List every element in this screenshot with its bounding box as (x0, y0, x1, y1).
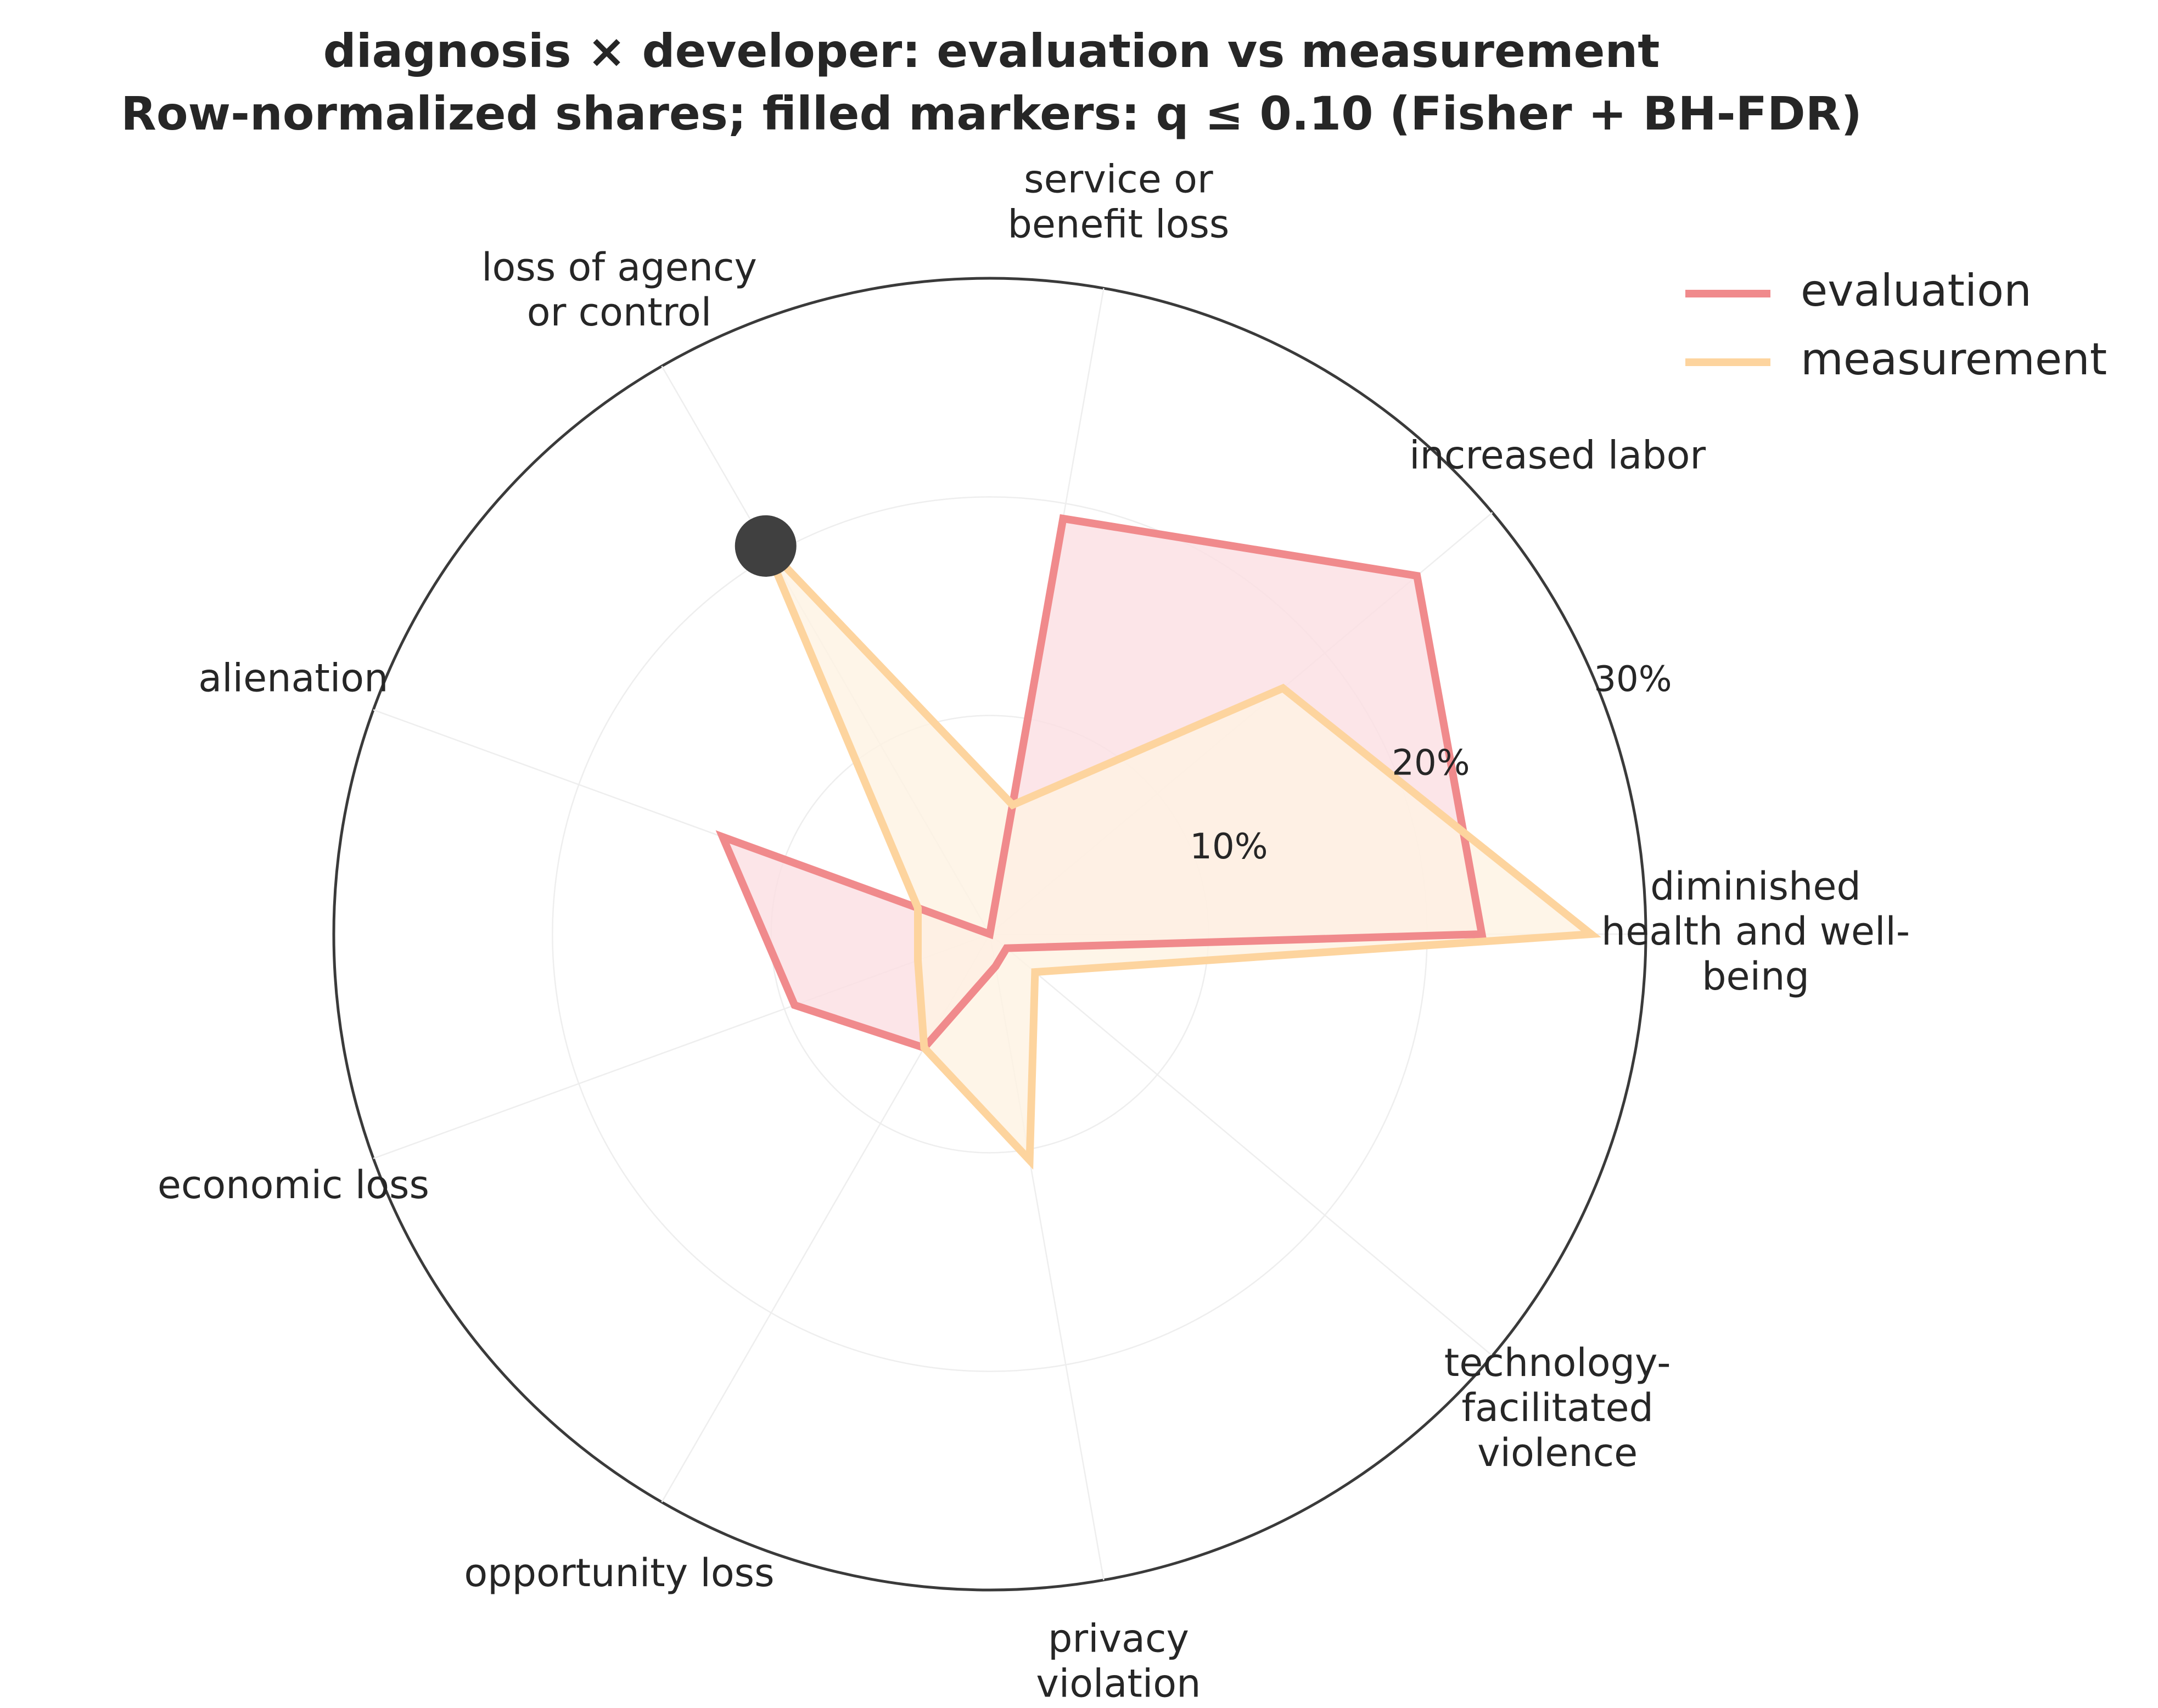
data-point-evaluation-technology-facilitated-violence (1005, 946, 1008, 950)
data-point-evaluation-alienation (721, 835, 725, 839)
axis-label-line: diminished (1650, 864, 1861, 909)
data-point-evaluation-privacy-violation (994, 964, 997, 968)
data-point-evaluation-economic-loss (793, 1003, 797, 1007)
radial-tick-labels: 10% 20% 30% (1190, 659, 1672, 867)
significance-marker-measurement-loss-of-agency-or-control (735, 515, 797, 577)
chart-subtitle: Row-normalized shares; filled markers: q… (121, 87, 1862, 141)
data-point-evaluation-diminished-health-and-well-being (1480, 932, 1484, 936)
tick-label-30: 30% (1594, 659, 1672, 700)
axis-label-line: loss of agency (481, 245, 757, 290)
axis-label-economic-loss: economic loss (158, 1162, 429, 1207)
data-point-evaluation-service-or-benefit-loss (1061, 516, 1065, 520)
series-layer (715, 514, 1601, 1170)
series-line-evaluation (715, 514, 1487, 1053)
axis-label-line: or control (527, 290, 712, 335)
data-point-measurement-economic-loss (916, 958, 920, 962)
axis-label-line: benefit loss (1007, 202, 1229, 247)
data-point-measurement-opportunity-loss (922, 1046, 926, 1049)
data-point-measurement-alienation (916, 906, 920, 910)
spoke-technology-facilitated-violence (989, 934, 1493, 1357)
data-point-evaluation-loss-of-agency-or-control (988, 932, 991, 936)
axis-label-line: service or (1024, 157, 1213, 202)
axis-label-line: opportunity loss (464, 1550, 774, 1595)
series-line-measurement (762, 543, 1601, 1170)
tick-label-20: 20% (1392, 743, 1470, 784)
legend: evaluation measurement (1685, 265, 2107, 385)
axis-label-line: facilitated (1461, 1385, 1653, 1430)
data-point-measurement-privacy-violation (1028, 1158, 1032, 1162)
axis-label-increased-labor: increased labor (1409, 432, 1706, 477)
axis-label-line: violence (1477, 1430, 1638, 1475)
axis-label-line: violation (1036, 1661, 1201, 1706)
axis-label-opportunity-loss: opportunity loss (464, 1550, 774, 1595)
data-point-measurement-technology-facilitated-violence (1033, 970, 1037, 974)
tick-label-10: 10% (1190, 827, 1268, 867)
axis-label-line: being (1702, 954, 1809, 999)
legend-label-evaluation: evaluation (1801, 265, 2032, 316)
axis-label-alienation: alienation (198, 655, 388, 700)
chart-title: diagnosis × developer: evaluation vs mea… (323, 24, 1660, 78)
axis-label-line: technology- (1444, 1340, 1671, 1385)
significance-markers (735, 515, 797, 577)
series-fill-measurement (765, 546, 1591, 1160)
axis-label-line: economic loss (158, 1162, 429, 1207)
data-point-evaluation-increased-labor (1415, 574, 1419, 578)
axis-label-line: health and well- (1601, 909, 1910, 954)
legend-label-measurement: measurement (1801, 334, 2107, 385)
data-point-measurement-increased-labor (1281, 686, 1285, 690)
data-point-measurement-diminished-health-and-well-being (1589, 932, 1593, 936)
axis-label-line: privacy (1048, 1616, 1189, 1661)
data-point-measurement-service-or-benefit-loss (1011, 803, 1014, 807)
axis-label-line: increased labor (1409, 432, 1706, 477)
axis-label-line: alienation (198, 655, 388, 700)
